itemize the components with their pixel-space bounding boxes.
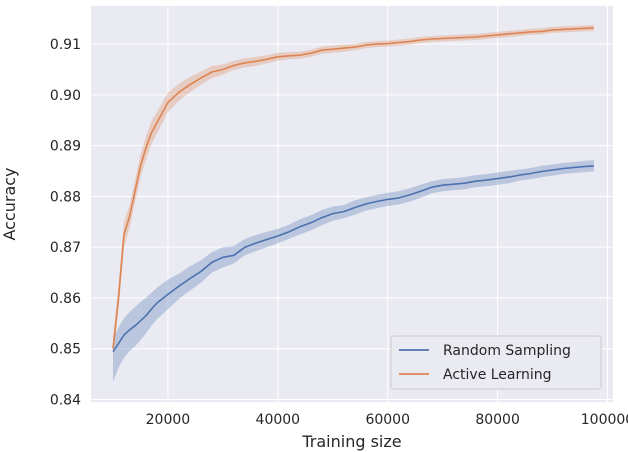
x-axis-label: Training size xyxy=(301,432,401,451)
legend: Random Sampling Active Learning xyxy=(390,335,602,390)
y-axis-label: Accuracy xyxy=(0,167,19,240)
x-gridlines xyxy=(167,6,609,402)
x-tick-label: 40000 xyxy=(256,412,301,428)
y-tick-label: 0.87 xyxy=(50,240,81,256)
y-tick-label: 0.85 xyxy=(50,342,81,358)
y-tick-label: 0.89 xyxy=(50,139,81,155)
y-tick-label: 0.90 xyxy=(50,88,81,104)
y-tick-label: 0.88 xyxy=(50,189,81,205)
series-line-0 xyxy=(112,165,594,353)
y-tick-label: 0.86 xyxy=(50,291,81,307)
legend-label: Random Sampling xyxy=(443,343,571,359)
confidence-bands xyxy=(113,24,594,382)
x-tick-label: 60000 xyxy=(365,412,410,428)
legend-label: Active Learning xyxy=(443,367,552,383)
x-tick-label: 80000 xyxy=(475,412,520,428)
x-tick-label: 20000 xyxy=(146,412,191,428)
y-tick-label: 0.91 xyxy=(50,37,81,53)
legend-box xyxy=(390,335,602,390)
y-tick-label: 0.84 xyxy=(50,392,81,408)
confidence-band-0 xyxy=(113,160,594,382)
series-line-1 xyxy=(112,27,594,349)
y-tick-labels: 0.84 0.85 0.86 0.87 0.88 0.89 0.90 0.91 xyxy=(50,37,81,408)
series-lines xyxy=(112,27,594,353)
